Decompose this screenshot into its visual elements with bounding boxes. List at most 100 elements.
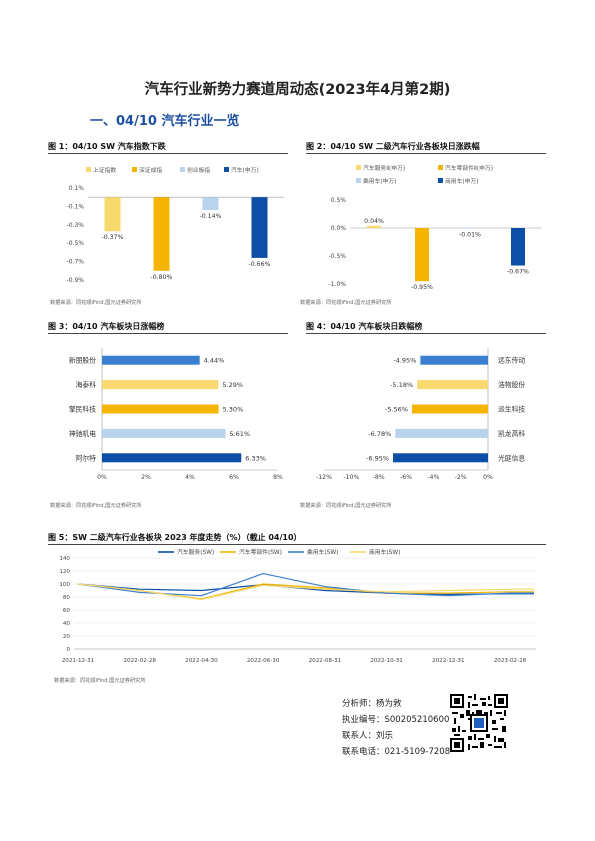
figure-4-source: 数据来源：同花顺iFind,国元证券研究所 bbox=[300, 503, 392, 509]
figure-3-source: 数据来源：同花顺iFind,国元证券研究所 bbox=[50, 503, 142, 509]
analyst-name: 分析师：杨为敩 bbox=[342, 699, 402, 709]
bar bbox=[415, 228, 429, 282]
y-tick-label: 80 bbox=[63, 595, 71, 601]
legend-swatch bbox=[356, 178, 361, 183]
figure-2-title: 图 2：04/10 SW 二级汽车行业各板块日涨跌幅 bbox=[306, 142, 480, 151]
x-tick-label: 2023-02-28 bbox=[494, 658, 527, 664]
category-label: 阿尔特 bbox=[76, 453, 97, 462]
category-label: 派生科技 bbox=[498, 405, 525, 414]
x-tick-label: 2022-12-31 bbox=[432, 658, 465, 664]
legend-label: 汽车服务Ⅱ(申万) bbox=[363, 164, 405, 172]
category-label: 凯龙高科 bbox=[498, 429, 525, 438]
analyst-cert: 执业编号：S0020521060001 bbox=[342, 715, 461, 725]
figure-1-chart: 上证指数 深证成指 创业板指 汽车(申万) 0.1% -0.1% -0.3% -0.5% -0.… bbox=[67, 166, 284, 284]
data-label: -0.67% bbox=[507, 269, 529, 276]
page-title: 汽车行业新势力赛道周动态(2023年4月第2期) bbox=[144, 82, 451, 98]
data-label: -5.56% bbox=[385, 406, 408, 414]
bar bbox=[104, 197, 121, 232]
x-tick-label: -2% bbox=[455, 474, 467, 481]
y-tick-label: -0.7% bbox=[67, 259, 85, 266]
x-tick-label: 2021-12-31 bbox=[62, 658, 95, 664]
data-label: -6.95% bbox=[366, 454, 389, 462]
bar bbox=[251, 197, 268, 258]
legend-label: 汽车(申万) bbox=[231, 166, 259, 174]
data-label: 6.33% bbox=[245, 454, 266, 462]
legend-swatch bbox=[180, 167, 185, 172]
bar bbox=[417, 380, 488, 390]
y-tick-label: 0.1% bbox=[69, 185, 85, 192]
x-tick-label: 2022-02-28 bbox=[123, 658, 156, 664]
legend-label: 乘用车(申万) bbox=[363, 177, 397, 185]
bar bbox=[420, 355, 488, 365]
y-tick-label: 140 bbox=[59, 556, 70, 562]
legend-swatch bbox=[356, 165, 361, 170]
bar bbox=[102, 355, 200, 365]
x-tick-label: 6% bbox=[229, 474, 239, 481]
figure-2-rule bbox=[306, 153, 546, 154]
y-tick-label: 100 bbox=[59, 582, 70, 588]
data-label: -4.95% bbox=[393, 357, 416, 365]
y-tick-label: -0.9% bbox=[67, 277, 85, 284]
legend-label: 商用车(SW) bbox=[369, 548, 400, 556]
x-tick-label: -6% bbox=[400, 474, 412, 481]
figure-5-title: 图 5：SW 二级汽车行业各板块 2023 年度走势（%）（截止 04/10） bbox=[48, 533, 302, 542]
category-label: 神驰机电 bbox=[69, 429, 96, 438]
figure-4-rule bbox=[306, 333, 546, 334]
y-tick-label: 120 bbox=[59, 569, 70, 575]
figure-4-title: 图 4：04/10 汽车板块日跌幅榜 bbox=[306, 322, 423, 331]
figure-1-source: 数据来源：同花顺iFind,国元证券研究所 bbox=[50, 300, 142, 306]
x-tick-label: 2% bbox=[141, 474, 151, 481]
x-tick-label: 2022-10-31 bbox=[370, 658, 403, 664]
x-tick-label: -12% bbox=[316, 474, 332, 481]
y-tick-label: -0.3% bbox=[67, 222, 85, 229]
y-tick-label: 40 bbox=[63, 621, 71, 627]
figure-5-source: 数据来源：同花顺iFind,国元证券研究所 bbox=[54, 678, 146, 684]
y-tick-label: -0.1% bbox=[67, 203, 85, 210]
x-tick-label: 0% bbox=[97, 474, 107, 481]
figure-3-rule bbox=[48, 333, 288, 334]
x-tick-label: 4% bbox=[185, 474, 195, 481]
y-tick-label: 0.0% bbox=[331, 225, 347, 232]
category-label: 浩物股份 bbox=[498, 380, 525, 389]
legend-label: 汽车零部件Ⅱ(申万) bbox=[445, 164, 493, 172]
qr-code-icon bbox=[450, 694, 508, 752]
data-label: -6.78% bbox=[368, 430, 391, 438]
data-label: 5.61% bbox=[229, 430, 250, 438]
figure-1-title: 图 1：04/10 SW 汽车指数下跌 bbox=[48, 142, 166, 151]
data-label: -0.37% bbox=[102, 234, 124, 241]
contact-person: 联系人：刘乐 bbox=[342, 731, 394, 741]
x-tick-label: 2022-06-30 bbox=[247, 658, 280, 664]
y-tick-label: -0.5% bbox=[329, 253, 347, 260]
x-tick-label: 2022-04-30 bbox=[185, 658, 218, 664]
x-tick-label: -4% bbox=[427, 474, 439, 481]
data-label: -0.14% bbox=[200, 213, 222, 220]
figure-3-title: 图 3：04/10 汽车板块日涨幅榜 bbox=[48, 322, 165, 331]
contact-phone: 联系电话：021-5109-7208 bbox=[342, 747, 451, 757]
x-tick-label: 0% bbox=[483, 474, 493, 481]
figure-3-chart: 0% 2% 4% 6% 8% 4.44% 新朋股份 5.29% 海泰科 5.30% 擎民科技 5.61… bbox=[69, 348, 283, 481]
x-tick-label: 8% bbox=[273, 474, 283, 481]
data-label: -0.01% bbox=[459, 232, 481, 239]
legend-label: 上证指数 bbox=[93, 166, 116, 174]
data-label: -0.66% bbox=[249, 261, 271, 268]
x-tick-label: -8% bbox=[373, 474, 385, 481]
bar bbox=[395, 428, 488, 438]
bar bbox=[102, 380, 219, 390]
category-label: 光庭信息 bbox=[498, 453, 525, 462]
data-label: -0.80% bbox=[151, 274, 173, 281]
data-label: 0.04% bbox=[364, 218, 384, 225]
bar bbox=[367, 225, 381, 228]
legend-label: 商用车(申万) bbox=[445, 177, 479, 185]
figure-5-chart: 汽车服务(SW) 汽车零部件(SW) 乘用车(SW) 商用车(SW) 0 20 40 60 80… bbox=[59, 548, 536, 664]
legend-swatch bbox=[438, 178, 443, 183]
data-label: 4.44% bbox=[204, 357, 225, 365]
figure-4-chart: -12% -10% -8% -6% -4% -2% 0% -4.95% 远东传动 -5.18% 浩物… bbox=[316, 348, 525, 481]
y-tick-label: 60 bbox=[63, 608, 71, 614]
bar bbox=[412, 404, 488, 414]
x-tick-label: 2022-08-31 bbox=[309, 658, 342, 664]
data-label: 5.29% bbox=[222, 381, 243, 389]
y-tick-label: 0 bbox=[66, 647, 70, 653]
legend-label: 汽车服务(SW) bbox=[177, 548, 214, 556]
bar bbox=[153, 197, 170, 271]
